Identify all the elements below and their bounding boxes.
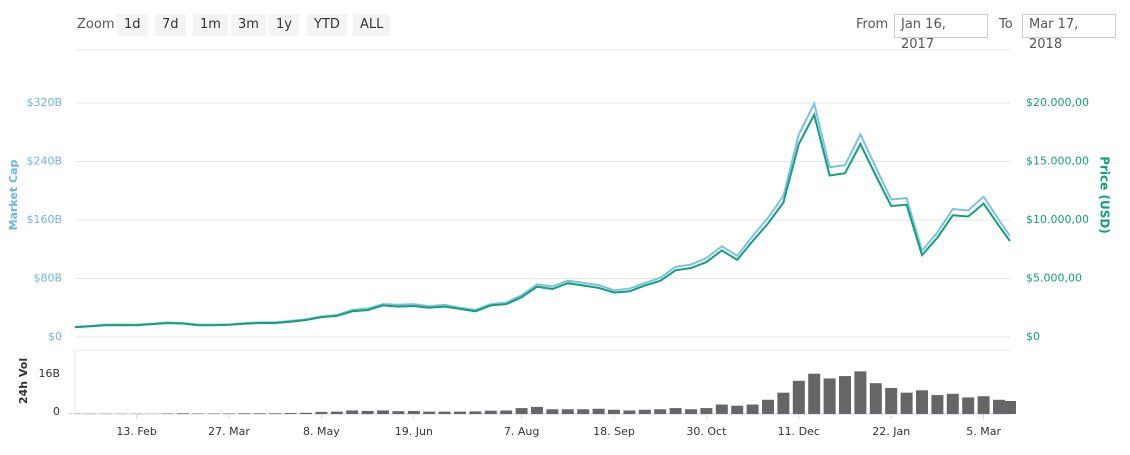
x-tick-label: 5. Mar bbox=[966, 425, 1001, 438]
zoom-label: Zoom bbox=[77, 17, 115, 32]
volume-bar bbox=[407, 410, 420, 414]
volume-bar bbox=[731, 405, 744, 414]
x-tick-label: 8. May bbox=[303, 425, 340, 438]
volume-bar bbox=[423, 411, 436, 414]
volume-bar bbox=[962, 397, 975, 414]
volume-bar bbox=[1004, 400, 1016, 414]
volume-bar bbox=[993, 399, 1005, 414]
volume-bar bbox=[454, 411, 466, 414]
from-label: From bbox=[856, 17, 889, 32]
volume-bar bbox=[916, 390, 928, 414]
zoom-button[interactable]: 1d bbox=[117, 14, 148, 36]
volume-bar bbox=[592, 408, 605, 414]
volume-bar bbox=[623, 410, 636, 414]
volume-bar bbox=[238, 413, 251, 414]
volume-bar bbox=[346, 410, 359, 414]
volume-bar bbox=[253, 413, 266, 414]
y2-tick-label: $10.000,00 bbox=[1026, 213, 1089, 226]
series-line bbox=[74, 111, 1011, 329]
volume-bar bbox=[300, 412, 312, 414]
volume-bar bbox=[469, 411, 482, 414]
zoom-button[interactable]: 1m bbox=[193, 14, 228, 36]
volume-bar bbox=[438, 411, 451, 414]
volume-bar bbox=[515, 408, 528, 414]
volume-bar bbox=[854, 371, 867, 414]
volume-bar bbox=[176, 413, 189, 414]
y-tick-label: 0 bbox=[53, 405, 60, 418]
x-tick-label: 30. Oct bbox=[686, 425, 727, 438]
from-input[interactable]: Jan 16, 2017 bbox=[894, 14, 988, 52]
to-input[interactable]: Mar 17, 2018 bbox=[1022, 14, 1116, 52]
x-tick-label: 22. Jan bbox=[872, 425, 910, 438]
volume-bar bbox=[746, 404, 759, 414]
volume-bar bbox=[638, 409, 651, 414]
volume-bar bbox=[946, 393, 959, 414]
x-tick-label: 13. Feb bbox=[116, 425, 156, 438]
x-tick-label: 11. Dec bbox=[778, 425, 820, 438]
y-tick-label: 16B bbox=[38, 367, 60, 380]
y-tick-label: $160B bbox=[26, 213, 62, 226]
volume-bar bbox=[577, 409, 590, 414]
x-tick-label: 27. Mar bbox=[208, 425, 250, 438]
volume-bar bbox=[823, 378, 836, 414]
zoom-button[interactable]: 3m bbox=[231, 14, 266, 36]
volume-bar bbox=[500, 410, 513, 414]
volume-bar bbox=[330, 411, 343, 414]
volume-bar bbox=[608, 409, 620, 414]
y-tick-label: $80B bbox=[33, 272, 62, 285]
y-axis-title: Market Cap bbox=[7, 160, 20, 231]
volume-bar bbox=[839, 376, 851, 414]
volume-bar bbox=[900, 392, 913, 414]
volume-bar bbox=[561, 409, 574, 414]
volume-bar bbox=[315, 411, 328, 414]
x-tick-label: 19. Jun bbox=[395, 425, 433, 438]
y-tick-label: $240B bbox=[26, 155, 62, 168]
volume-bar bbox=[685, 409, 697, 414]
y-tick-label: $0 bbox=[48, 330, 62, 343]
volume-bar bbox=[977, 396, 990, 414]
volume-bar bbox=[700, 408, 713, 414]
y2-tick-label: $20.000,00 bbox=[1026, 96, 1089, 109]
x-tick-label: 18. Sep bbox=[593, 425, 635, 438]
volume-bar bbox=[931, 395, 944, 414]
y-tick-label: $320B bbox=[26, 96, 62, 109]
volume-bar bbox=[269, 413, 282, 414]
zoom-button[interactable]: YTD bbox=[307, 14, 347, 36]
volume-bar bbox=[792, 380, 805, 414]
volume-bar bbox=[654, 409, 667, 414]
y2-tick-label: $15.000,00 bbox=[1026, 155, 1089, 168]
series-line bbox=[74, 100, 1011, 328]
volume-bar bbox=[762, 399, 774, 414]
volume-bar bbox=[885, 387, 898, 414]
zoom-button[interactable]: 1y bbox=[269, 14, 299, 36]
volume-bar bbox=[669, 408, 682, 414]
to-label: To bbox=[999, 17, 1013, 32]
y2-axis-title: Price (USD) bbox=[1098, 156, 1112, 234]
y2-tick-label: $0 bbox=[1026, 330, 1040, 343]
volume-bar bbox=[361, 410, 374, 414]
volume-bar bbox=[392, 411, 405, 414]
volume-bar bbox=[808, 373, 821, 414]
zoom-button[interactable]: 7d bbox=[155, 14, 186, 36]
volume-bar bbox=[546, 409, 559, 414]
volume-bar bbox=[715, 404, 728, 414]
volume-bar bbox=[484, 410, 497, 414]
volume-bar bbox=[777, 392, 790, 414]
x-tick-label: 7. Aug bbox=[504, 425, 539, 438]
volume-bar bbox=[531, 406, 543, 414]
volume-bar bbox=[377, 410, 389, 414]
y2-tick-label: $5.000,00 bbox=[1026, 272, 1082, 285]
zoom-button[interactable]: ALL bbox=[353, 14, 391, 36]
volume-axis-title: 24h Vol bbox=[17, 358, 30, 404]
volume-bar bbox=[869, 383, 882, 414]
volume-bar bbox=[284, 413, 297, 414]
